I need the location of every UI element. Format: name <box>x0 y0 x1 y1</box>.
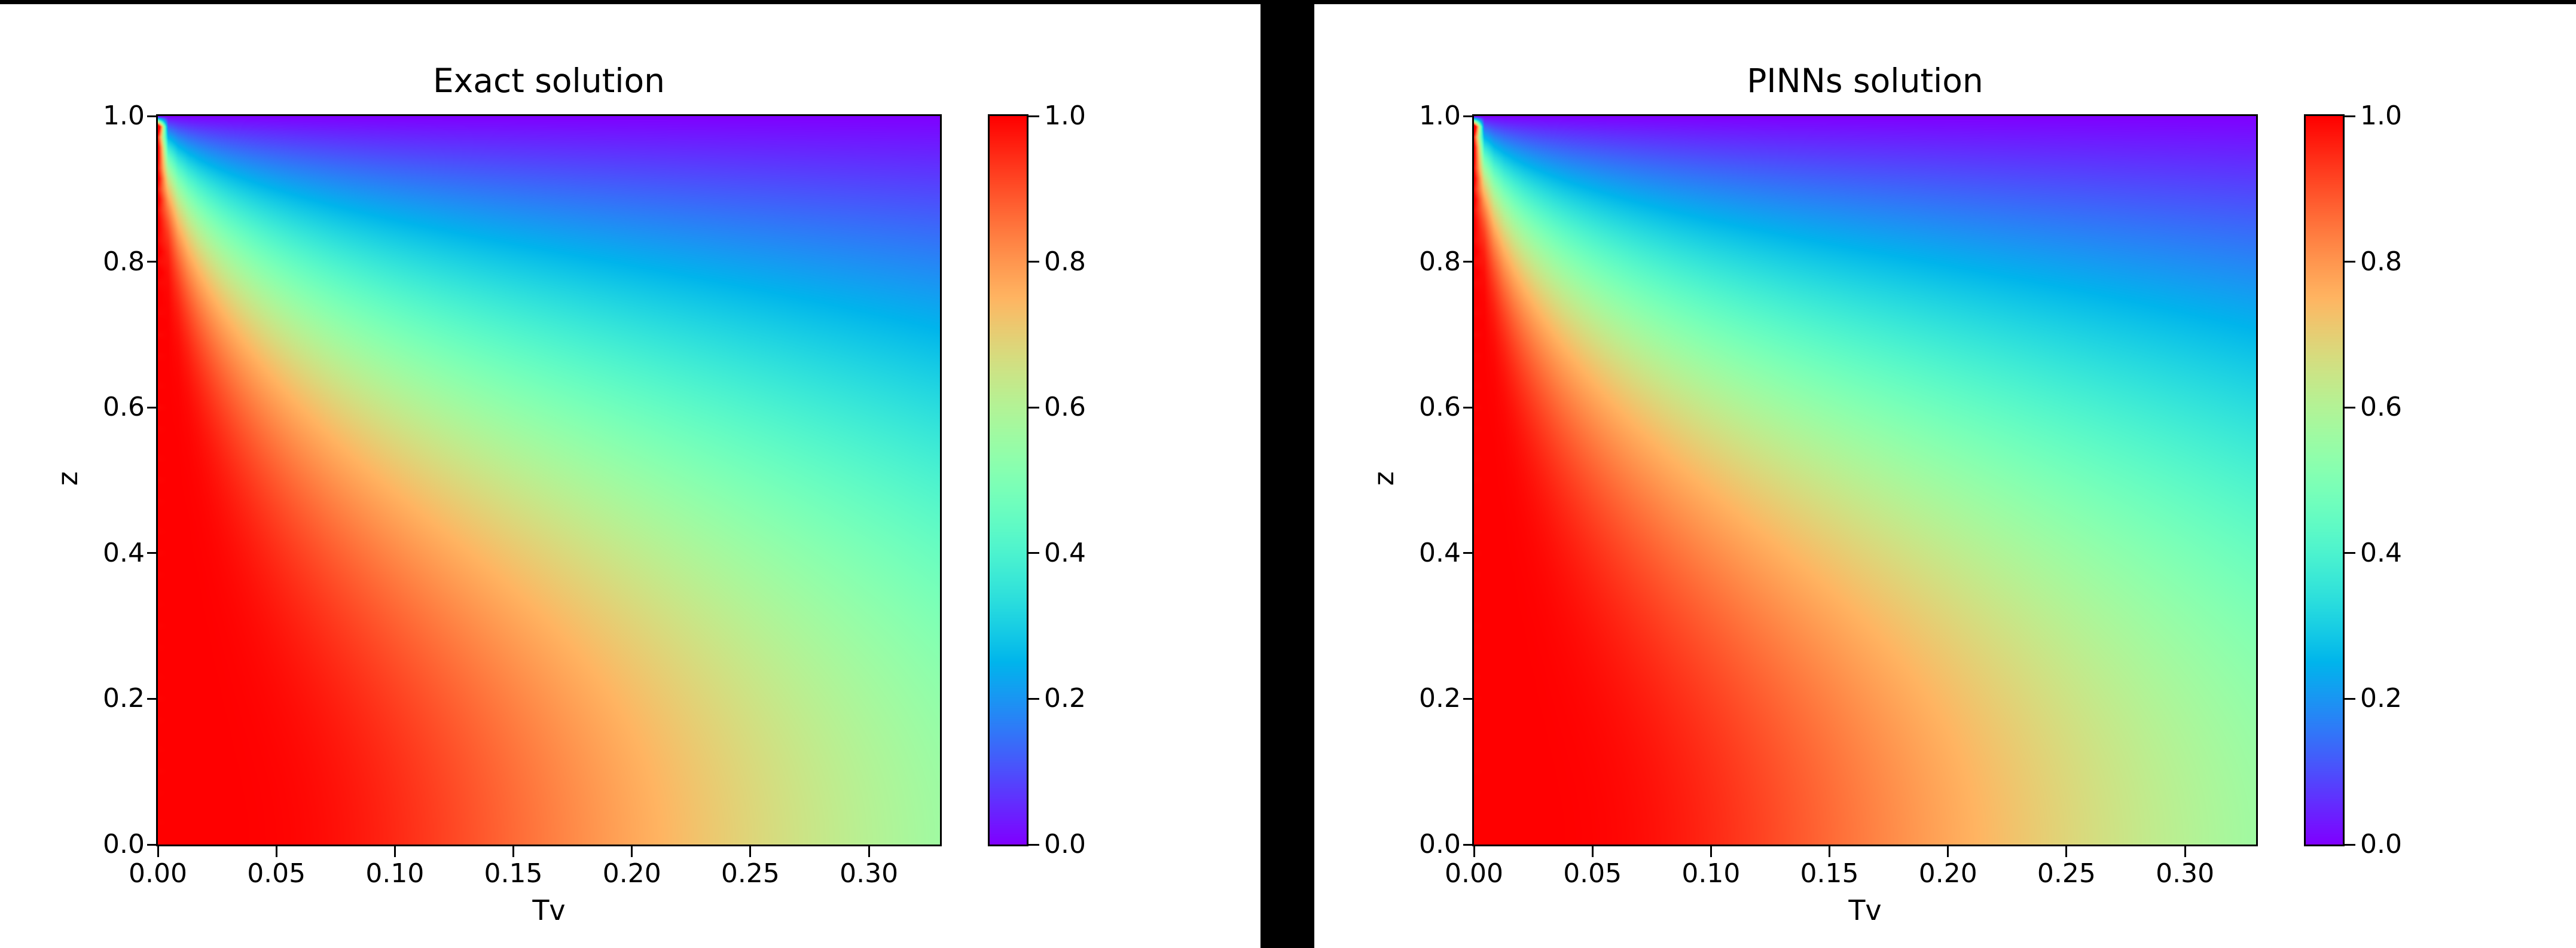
x-tick-mark <box>1947 846 1949 857</box>
y-tick-mark <box>1463 261 1474 263</box>
y-tick-label: 0.8 <box>103 246 145 277</box>
x-tick-mark <box>631 846 633 857</box>
colorbar-tick-label: 0.8 <box>2360 246 2402 277</box>
y-axis-label: z <box>1368 471 1400 486</box>
colorbar-tick-mark <box>2345 261 2355 263</box>
y-tick-mark <box>147 115 158 117</box>
x-tick-mark <box>2184 846 2186 857</box>
x-tick-label: 0.15 <box>1800 858 1859 889</box>
x-tick-label: 0.00 <box>1445 858 1503 889</box>
x-tick-mark <box>1710 846 1712 857</box>
y-tick-mark <box>1463 115 1474 117</box>
heatmap-canvas <box>158 116 940 845</box>
x-tick-label: 0.30 <box>2156 858 2215 889</box>
panel-exact-solution: Exact solution z Tv 0.00 0.05 0.10 0.15 0.20… <box>0 0 1260 948</box>
colorbar-tick-label: 0.4 <box>1044 537 1086 568</box>
y-tick-label: 0.6 <box>103 392 145 423</box>
y-tick-mark <box>1463 843 1474 846</box>
y-tick-label: 0.8 <box>1419 246 1461 277</box>
y-tick-label: 0.4 <box>1419 537 1461 568</box>
colorbar-tick-label: 0.6 <box>2360 392 2402 423</box>
colorbar-tick-label: 0.2 <box>1044 683 1086 714</box>
x-tick-mark <box>512 846 515 857</box>
y-tick-label: 1.0 <box>1419 100 1461 131</box>
colorbar-tick-mark <box>1028 697 1039 700</box>
x-tick-mark <box>868 846 870 857</box>
y-tick-label: 0.2 <box>103 683 145 714</box>
y-tick-label: 0.0 <box>1419 829 1461 859</box>
colorbar-tick-mark <box>2345 843 2355 846</box>
x-tick-mark <box>1591 846 1594 857</box>
x-tick-label: 0.15 <box>484 858 543 889</box>
x-tick-mark <box>275 846 277 857</box>
x-tick-label: 0.20 <box>1918 858 1977 889</box>
x-tick-mark <box>2065 846 2068 857</box>
x-tick-label: 0.05 <box>247 858 306 889</box>
y-tick-mark <box>147 697 158 700</box>
colorbar-tick-label: 0.8 <box>1044 246 1086 277</box>
center-divider-bar <box>1260 0 1314 948</box>
y-tick-mark <box>1463 552 1474 554</box>
colorbar-tick-label: 0.0 <box>2360 829 2402 859</box>
x-tick-label: 0.10 <box>1681 858 1741 889</box>
colorbar-canvas <box>2306 116 2343 845</box>
x-tick-mark <box>749 846 752 857</box>
x-tick-label: 0.25 <box>2037 858 2096 889</box>
colorbar-tick-label: 1.0 <box>1044 100 1086 131</box>
colorbar-tick-mark <box>2345 552 2355 554</box>
colorbar-tick-mark <box>1028 406 1039 409</box>
y-tick-label: 0.6 <box>1419 392 1461 423</box>
chart-title: Exact solution <box>432 62 666 100</box>
x-tick-mark <box>157 846 159 857</box>
y-tick-label: 0.2 <box>1419 683 1461 714</box>
colorbar-tick-mark <box>1028 843 1039 846</box>
x-axis-label: Tv <box>532 894 566 926</box>
colorbar-tick-mark <box>1028 115 1039 117</box>
heatmap-canvas <box>1474 116 2256 845</box>
chart-title: PINNs solution <box>1747 62 1983 100</box>
y-tick-mark <box>1463 406 1474 409</box>
x-axis-label: Tv <box>1848 894 1882 926</box>
x-tick-label: 0.10 <box>365 858 425 889</box>
colorbar-tick-mark <box>2345 406 2355 409</box>
y-tick-label: 1.0 <box>103 100 145 131</box>
x-tick-mark <box>393 846 396 857</box>
colorbar-tick-label: 0.2 <box>2360 683 2402 714</box>
x-tick-label: 0.00 <box>129 858 187 889</box>
x-tick-label: 0.25 <box>721 858 780 889</box>
y-tick-label: 0.4 <box>103 537 145 568</box>
x-tick-mark <box>1473 846 1475 857</box>
x-tick-label: 0.20 <box>602 858 661 889</box>
x-tick-mark <box>1829 846 1831 857</box>
y-tick-mark <box>147 552 158 554</box>
colorbar-tick-label: 0.4 <box>2360 537 2402 568</box>
y-tick-mark <box>1463 697 1474 700</box>
y-tick-mark <box>147 406 158 409</box>
x-tick-label: 0.05 <box>1563 858 1622 889</box>
colorbar-tick-label: 0.0 <box>1044 829 1086 859</box>
y-axis-label: z <box>51 471 84 486</box>
colorbar <box>2304 114 2345 846</box>
panel-pinns-solution: PINNs solution z Tv 0.00 0.05 0.10 0.15 0.20… <box>1316 0 2576 948</box>
colorbar-tick-mark <box>1028 261 1039 263</box>
colorbar-tick-mark <box>2345 115 2355 117</box>
y-tick-mark <box>147 261 158 263</box>
heatmap-axes <box>156 114 942 846</box>
y-tick-mark <box>147 843 158 846</box>
y-tick-label: 0.0 <box>103 829 145 859</box>
colorbar-tick-label: 1.0 <box>2360 100 2402 131</box>
heatmap-axes <box>1472 114 2258 846</box>
colorbar-canvas <box>990 116 1027 845</box>
colorbar-tick-label: 0.6 <box>1044 392 1086 423</box>
colorbar <box>988 114 1028 846</box>
colorbar-tick-mark <box>2345 697 2355 700</box>
x-tick-label: 0.30 <box>840 858 899 889</box>
colorbar-tick-mark <box>1028 552 1039 554</box>
